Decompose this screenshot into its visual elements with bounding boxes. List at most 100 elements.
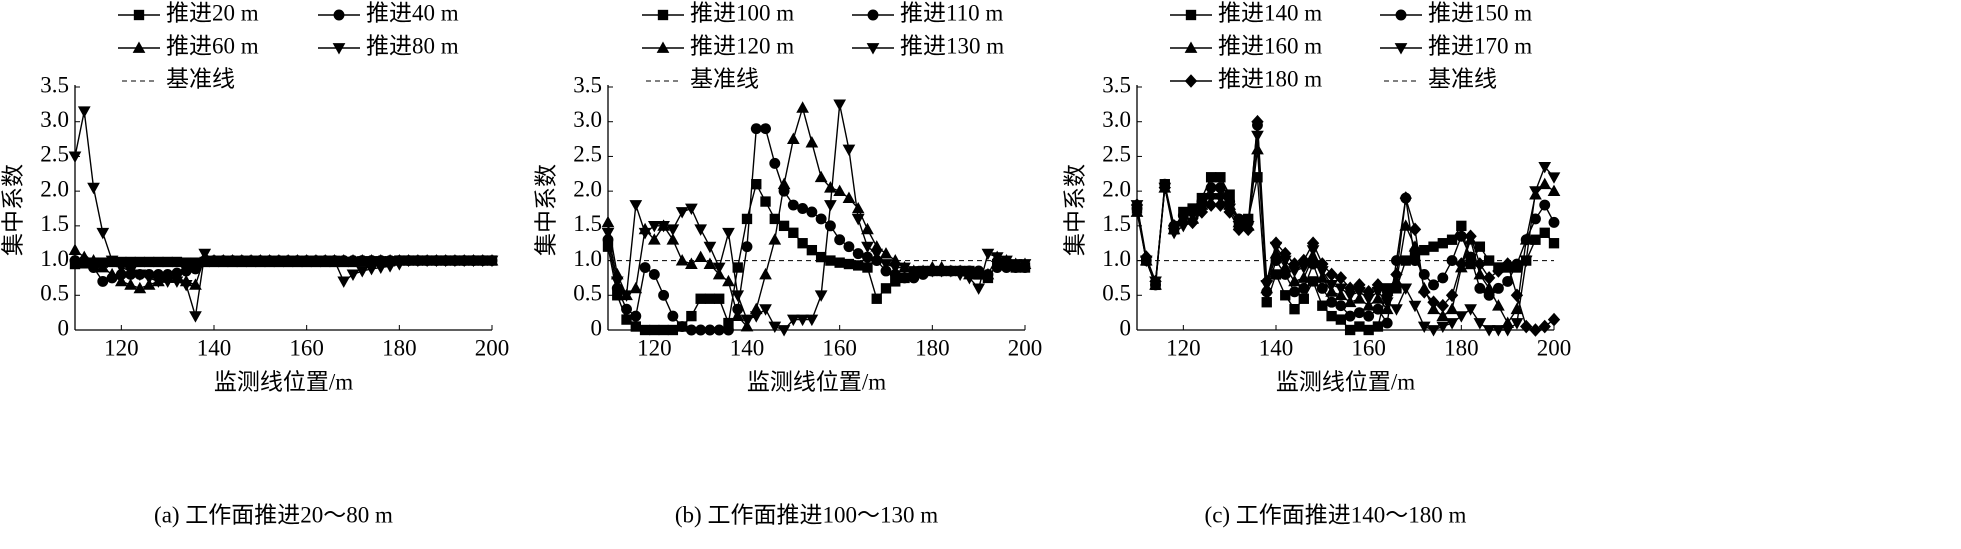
marker xyxy=(695,324,707,336)
marker xyxy=(656,41,670,53)
marker xyxy=(870,248,884,261)
marker xyxy=(1288,257,1301,271)
marker xyxy=(1167,219,1181,233)
marker xyxy=(1473,318,1487,330)
marker xyxy=(420,255,434,268)
marker xyxy=(1538,161,1552,174)
marker xyxy=(676,321,688,332)
x-tick-label: 180 xyxy=(1444,335,1479,360)
marker xyxy=(1214,198,1227,212)
marker xyxy=(1529,323,1542,337)
marker xyxy=(639,324,651,336)
marker xyxy=(1177,215,1190,230)
marker xyxy=(749,311,763,323)
marker xyxy=(1400,255,1411,266)
x-tick-label: 200 xyxy=(1008,335,1043,360)
marker xyxy=(300,255,314,268)
legend-label: 推进40 m xyxy=(366,0,459,25)
marker xyxy=(365,264,378,276)
marker xyxy=(1510,288,1524,303)
marker xyxy=(1394,43,1408,55)
marker xyxy=(797,238,808,249)
marker xyxy=(411,255,425,268)
marker xyxy=(1428,279,1439,291)
marker xyxy=(1501,325,1515,337)
marker xyxy=(132,41,146,53)
marker xyxy=(879,259,893,271)
marker xyxy=(152,276,165,288)
y-tick-label: 1.5 xyxy=(1102,211,1131,236)
marker xyxy=(1482,325,1496,337)
y-tick-label: 3.5 xyxy=(40,72,69,97)
x-tick-label: 120 xyxy=(104,335,139,360)
marker xyxy=(87,182,100,195)
marker xyxy=(1529,186,1542,198)
marker xyxy=(842,144,856,157)
marker xyxy=(866,43,880,55)
marker xyxy=(1454,311,1468,323)
marker xyxy=(1427,295,1440,310)
marker xyxy=(332,43,346,55)
marker xyxy=(788,227,799,238)
marker xyxy=(1343,281,1357,296)
marker xyxy=(667,324,679,336)
marker xyxy=(189,278,202,290)
y-tick-label: 2.0 xyxy=(40,176,69,201)
marker xyxy=(630,310,642,322)
marker xyxy=(1539,227,1550,238)
marker xyxy=(1288,274,1301,287)
marker xyxy=(1539,199,1551,211)
marker xyxy=(226,255,239,268)
x-axis-title: 监测线位置/m xyxy=(747,369,886,394)
marker xyxy=(1280,290,1291,301)
marker xyxy=(621,303,632,315)
marker xyxy=(760,196,771,207)
marker xyxy=(1492,264,1505,278)
marker xyxy=(1446,234,1458,245)
marker xyxy=(815,213,827,225)
legend-label: 推进100 m xyxy=(690,0,794,25)
marker xyxy=(263,255,276,268)
marker xyxy=(1307,276,1319,287)
marker xyxy=(723,324,734,336)
marker xyxy=(740,314,754,327)
marker xyxy=(1492,325,1505,337)
marker xyxy=(899,272,910,284)
marker xyxy=(1399,191,1412,205)
marker xyxy=(1408,222,1422,237)
marker xyxy=(797,203,809,214)
marker xyxy=(1473,257,1487,271)
marker xyxy=(796,314,809,327)
marker xyxy=(1510,318,1524,330)
marker xyxy=(1474,241,1486,252)
x-tick-label: 140 xyxy=(197,335,232,360)
marker xyxy=(1492,282,1504,294)
marker xyxy=(990,252,1004,264)
marker xyxy=(675,254,689,266)
marker xyxy=(198,248,212,261)
marker xyxy=(694,250,708,262)
marker xyxy=(392,259,406,271)
marker xyxy=(842,191,856,203)
marker xyxy=(1130,198,1144,212)
marker xyxy=(843,258,855,270)
marker xyxy=(207,255,221,268)
marker xyxy=(1446,255,1458,267)
marker xyxy=(695,293,706,304)
marker xyxy=(1242,222,1255,237)
marker xyxy=(402,255,415,268)
marker xyxy=(685,257,698,269)
marker xyxy=(485,255,499,268)
legend-label: 推进170 m xyxy=(1428,33,1532,58)
legend-label: 基准线 xyxy=(1428,66,1497,91)
marker xyxy=(722,227,735,240)
marker xyxy=(96,227,110,240)
marker xyxy=(1184,41,1198,53)
marker xyxy=(1260,274,1273,289)
x-tick-label: 140 xyxy=(730,335,765,360)
marker xyxy=(1530,234,1541,245)
legend-label: 推进150 m xyxy=(1428,0,1532,25)
marker xyxy=(1316,282,1328,294)
marker xyxy=(1334,271,1348,285)
